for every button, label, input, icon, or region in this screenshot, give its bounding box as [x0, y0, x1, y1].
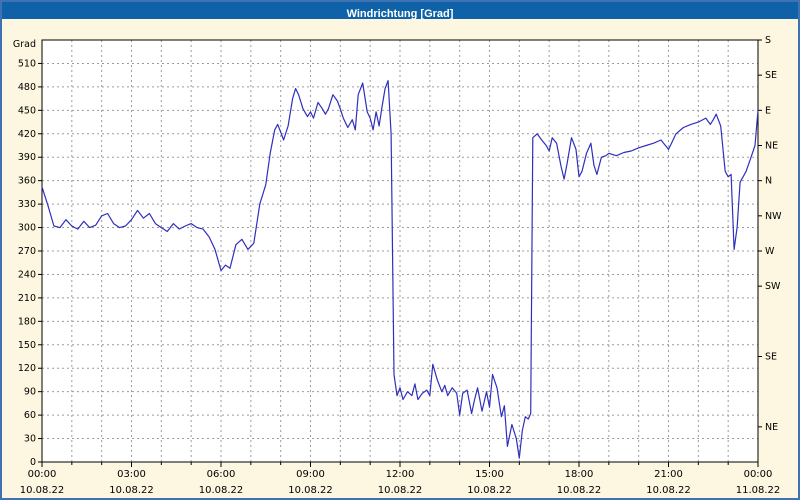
x-axis-date-label: 10.08.22 — [109, 485, 154, 496]
x-axis-date-label: 11.08.22 — [736, 485, 781, 496]
right-axis-compass-label: S — [765, 35, 771, 46]
right-axis-compass-label: NE — [765, 141, 778, 152]
right-axis-compass-label: N — [765, 176, 772, 187]
y-axis-tick-label: 30 — [24, 434, 36, 445]
y-axis-tick-label: 240 — [18, 269, 36, 280]
right-axis-compass-label: SE — [765, 70, 777, 81]
y-axis-tick-label: 60 — [24, 410, 36, 421]
title-bar: Windrichtung [Grad] — [2, 2, 798, 20]
chart-title: Windrichtung [Grad] — [346, 8, 454, 20]
right-axis-compass-label: SE — [765, 352, 777, 363]
right-axis-compass-label: E — [765, 105, 771, 116]
y-axis-tick-label: 180 — [18, 316, 36, 327]
y-axis-tick-label: 510 — [18, 58, 36, 69]
right-axis-compass-label: NW — [765, 211, 782, 222]
y-axis-tick-label: 120 — [18, 363, 36, 374]
y-axis-tick-label: 150 — [18, 340, 36, 351]
y-axis-tick-label: 420 — [18, 129, 36, 140]
y-axis-tick-label: 300 — [18, 223, 36, 234]
x-axis-date-label: 10.08.22 — [646, 485, 691, 496]
x-axis-time-label: 15:00 — [475, 469, 504, 480]
x-axis-time-label: 00:00 — [744, 469, 773, 480]
x-axis-time-label: 21:00 — [654, 469, 683, 480]
y-axis-tick-label: 330 — [18, 199, 36, 210]
y-axis-tick-label: 90 — [24, 387, 36, 398]
y-axis-tick-label: 270 — [18, 246, 36, 257]
y-axis-tick-label: 360 — [18, 176, 36, 187]
right-axis-compass-label: W — [765, 246, 775, 257]
x-axis-time-label: 03:00 — [117, 469, 146, 480]
x-axis-time-label: 09:00 — [296, 469, 325, 480]
x-axis-time-label: 06:00 — [207, 469, 236, 480]
wind-direction-line — [41, 79, 759, 459]
y-axis-tick-label: 0 — [30, 457, 36, 468]
x-axis-date-label: 10.08.22 — [467, 485, 512, 496]
y-axis-unit-label: Grad — [13, 39, 36, 50]
x-axis-date-label: 10.08.22 — [288, 485, 333, 496]
right-axis-compass-label: SW — [765, 281, 781, 292]
y-axis-tick-label: 210 — [18, 293, 36, 304]
y-axis-tick-label: 390 — [18, 152, 36, 163]
x-axis-date-label: 10.08.22 — [557, 485, 602, 496]
x-axis-date-label: 10.08.22 — [378, 485, 423, 496]
y-axis-tick-label: 480 — [18, 82, 36, 93]
x-axis-time-label: 12:00 — [386, 469, 415, 480]
x-axis-time-label: 18:00 — [565, 469, 594, 480]
y-axis-tick-label: 450 — [18, 105, 36, 116]
x-axis-time-label: 00:00 — [28, 469, 57, 480]
x-axis-date-label: 10.08.22 — [199, 485, 244, 496]
right-axis-compass-label: NE — [765, 422, 778, 433]
x-axis-date-label: 10.08.22 — [20, 485, 65, 496]
